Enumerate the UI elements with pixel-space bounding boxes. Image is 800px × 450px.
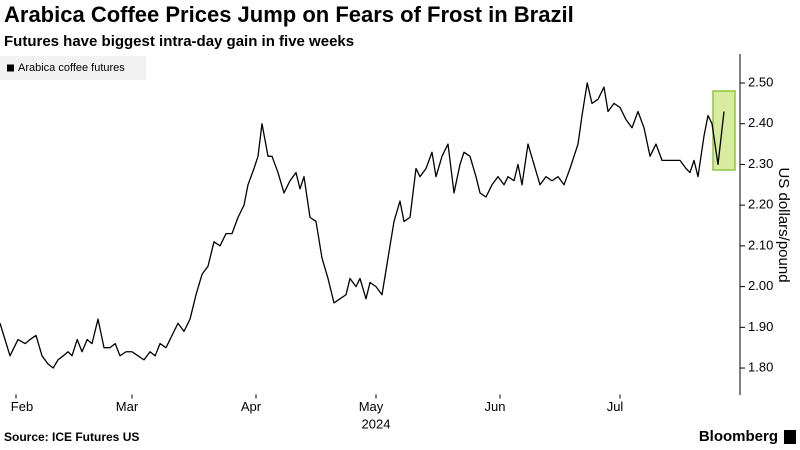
legend-label: Arabica coffee futures [18,62,125,74]
x-tick-label: Apr [241,399,262,414]
x-tick-label: May [359,399,384,414]
legend-box [0,56,146,80]
chart-subtitle: Futures have biggest intra-day gain in f… [4,33,354,50]
y-tick-label: 1.90 [748,319,773,334]
x-tick-label: Jul [607,399,624,414]
y-tick-label: 2.00 [748,278,773,293]
x-year-label: 2024 [362,416,391,431]
x-tick-label: Feb [11,399,33,414]
brand-icon [784,430,796,444]
x-tick-label: Jun [485,399,506,414]
x-tick-label: Mar [116,399,139,414]
y-tick-label: 2.20 [748,197,773,212]
chart-title: Arabica Coffee Prices Jump on Fears of F… [4,2,574,27]
legend-swatch [7,64,14,72]
y-tick-label: 2.50 [748,74,773,89]
brand: Bloomberg [699,428,778,445]
y-tick-label: 2.10 [748,237,773,252]
y-tick-label: 2.30 [748,156,773,171]
y-tick-label: 1.80 [748,359,773,374]
y-axis-title: US dollars/pound [775,167,792,282]
highlight-box [712,90,736,171]
price-line [0,82,725,369]
y-tick-label: 2.40 [748,115,773,130]
source: Source: ICE Futures US [4,430,139,444]
